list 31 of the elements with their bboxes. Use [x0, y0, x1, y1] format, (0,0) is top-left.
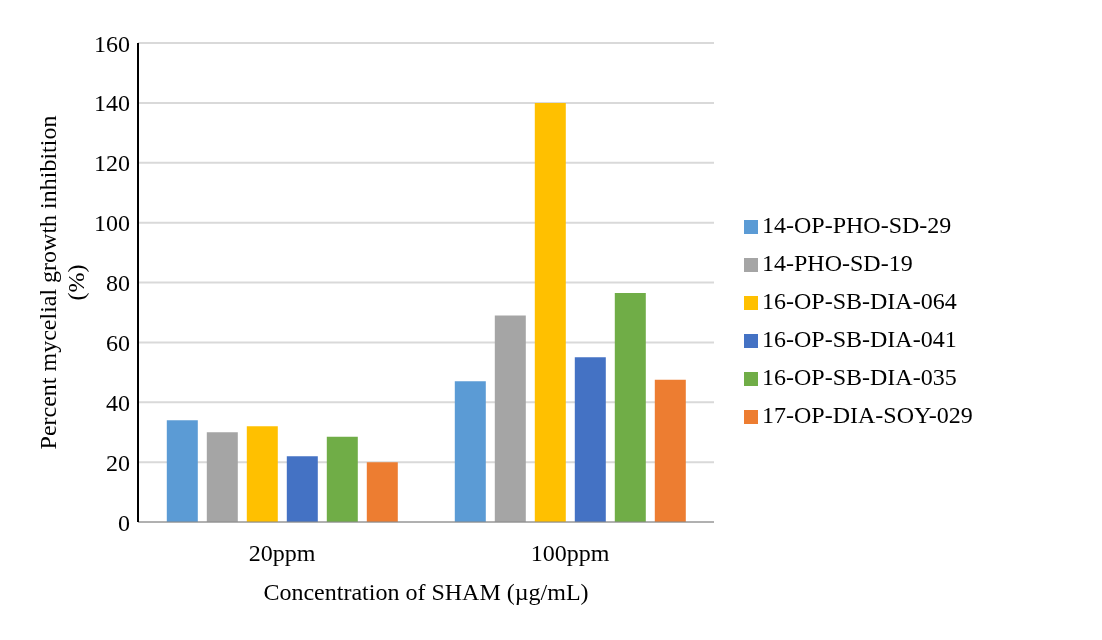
bar: [206, 432, 238, 522]
bar: [454, 381, 486, 522]
y-tick-label: 0: [118, 509, 130, 536]
y-tick-label: 80: [106, 270, 130, 297]
x-axis-title: Concentration of SHAM (µg/mL): [263, 579, 589, 605]
legend-label: 14-PHO-SD-19: [762, 250, 913, 276]
y-tick-label: 160: [94, 30, 130, 57]
bar: [494, 315, 526, 522]
bar: [366, 462, 398, 522]
bar: [534, 102, 566, 522]
y-tick-label: 120: [94, 150, 130, 177]
bar: [574, 357, 606, 522]
bar: [286, 456, 318, 522]
y-tick-label: 100: [94, 210, 130, 237]
bar: [166, 420, 198, 522]
y-axis-title: Percent mycelial growth inhibition (%): [35, 115, 89, 450]
y-tick-label: 20: [106, 449, 130, 476]
x-tick-label: 100ppm: [530, 540, 610, 567]
x-tick-label: 20ppm: [248, 540, 316, 567]
legend-label: 14-OP-PHO-SD-29: [762, 212, 952, 238]
bar: [614, 292, 646, 522]
legend-label: 16-OP-SB-DIA-041: [762, 326, 957, 352]
bar: [654, 379, 686, 522]
legend-label: 16-OP-SB-DIA-035: [762, 364, 957, 390]
y-tick-label: 40: [106, 389, 130, 416]
bar: [326, 436, 358, 522]
legend-label: 17-OP-DIA-SOY-029: [762, 402, 973, 428]
legend-label: 16-OP-SB-DIA-064: [762, 288, 957, 314]
y-tick-label: 140: [94, 90, 130, 117]
bar: [246, 426, 278, 522]
y-tick-label: 60: [106, 329, 130, 356]
